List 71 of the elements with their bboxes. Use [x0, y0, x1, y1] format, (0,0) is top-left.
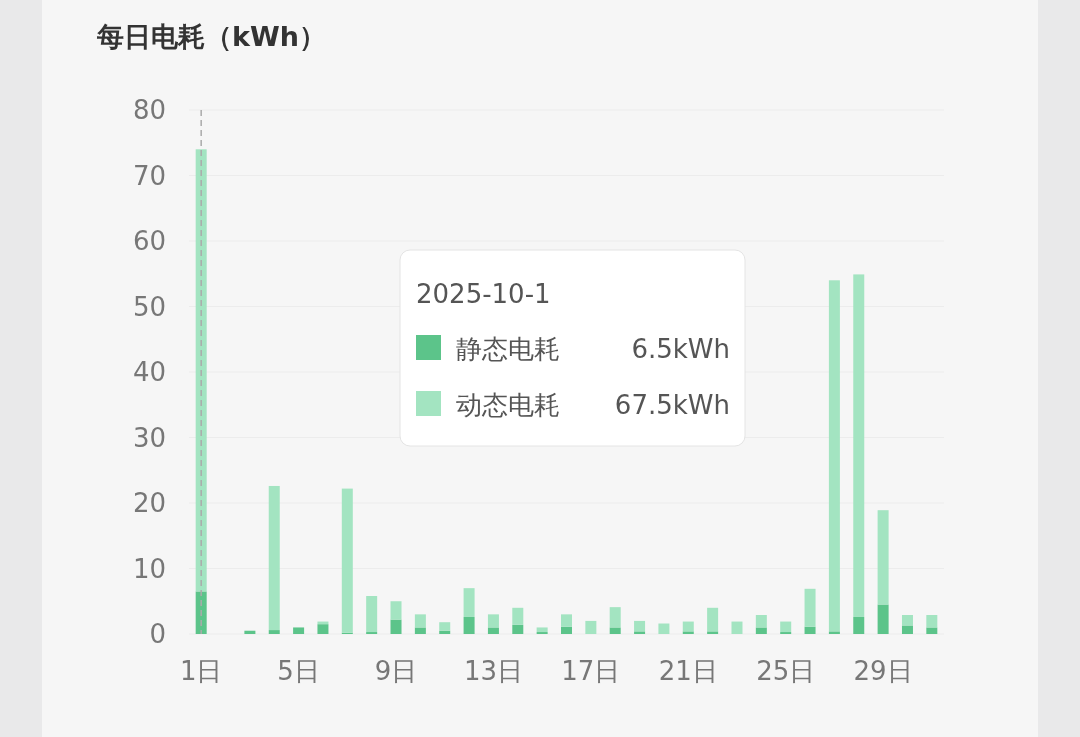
- bar: [536, 627, 548, 633]
- bar: [707, 607, 719, 632]
- bar: [682, 631, 694, 634]
- bar: [439, 622, 451, 631]
- bar: [317, 624, 329, 634]
- y-tick-label: 70: [132, 160, 166, 191]
- legend-title: 2025-10-1: [416, 279, 551, 309]
- bar: [804, 588, 816, 627]
- bar: [780, 621, 792, 633]
- bar: [609, 627, 621, 634]
- bar: [658, 623, 670, 634]
- y-tick-label: 60: [132, 226, 166, 256]
- bar: [731, 621, 743, 634]
- legend-label: 静态电耗: [456, 334, 560, 364]
- bar: [439, 630, 451, 634]
- bar: [341, 488, 353, 633]
- bar: [512, 624, 524, 634]
- x-tick-label: 13日: [463, 656, 523, 686]
- bar: [463, 616, 475, 634]
- bar: [926, 627, 938, 634]
- bar: [293, 627, 305, 634]
- y-tick-label: 0: [149, 619, 166, 649]
- bar: [585, 620, 597, 634]
- y-tick-label: 40: [132, 357, 166, 387]
- annotation: 67.5kWh: [614, 390, 730, 420]
- bar: [682, 621, 694, 632]
- bar: [755, 627, 767, 634]
- x-tick-label: 29日: [853, 656, 913, 686]
- bar: [901, 615, 913, 626]
- bar: [414, 614, 426, 628]
- x-tick-label: 17日: [561, 656, 621, 686]
- bar: [268, 630, 280, 634]
- bar: [390, 619, 402, 634]
- bar: [414, 627, 426, 634]
- bar: [877, 510, 889, 605]
- bar: [609, 607, 621, 628]
- bar: [853, 616, 865, 634]
- bar: [853, 274, 865, 617]
- bar: [755, 615, 767, 628]
- legend-label: 动态电耗: [456, 390, 560, 420]
- bar: [561, 626, 572, 634]
- bar: [707, 631, 719, 634]
- bar: [390, 601, 402, 620]
- bar: [828, 280, 840, 632]
- bar: [487, 627, 499, 634]
- x-tick-label: 21日: [658, 656, 718, 686]
- y-tick-label: 20: [132, 488, 166, 518]
- x-tick-label: 5日: [277, 656, 320, 686]
- bar: [512, 607, 524, 625]
- bar: [926, 615, 938, 628]
- bar: [561, 614, 572, 627]
- bar: [634, 631, 646, 634]
- y-tick-label: 30: [132, 422, 166, 453]
- bar: [901, 625, 913, 634]
- y-tick-label: 50: [132, 291, 166, 322]
- bar: [463, 588, 475, 617]
- bar: [366, 596, 378, 633]
- bar: [487, 614, 499, 628]
- chart-title: 每日电耗（kWh）: [96, 21, 326, 52]
- bar: [828, 631, 840, 634]
- bar: [877, 604, 889, 634]
- x-tick-label: 1日: [179, 656, 223, 686]
- bar: [804, 626, 816, 634]
- bar: [634, 620, 646, 632]
- bar: [268, 485, 280, 631]
- y-tick-label: 10: [132, 553, 166, 584]
- y-tick-label: 80: [132, 95, 166, 125]
- x-tick-label: 25日: [756, 656, 816, 686]
- x-tick-label: 9日: [374, 656, 418, 686]
- bar: [244, 630, 256, 634]
- annotation: 6.5kWh: [631, 334, 730, 364]
